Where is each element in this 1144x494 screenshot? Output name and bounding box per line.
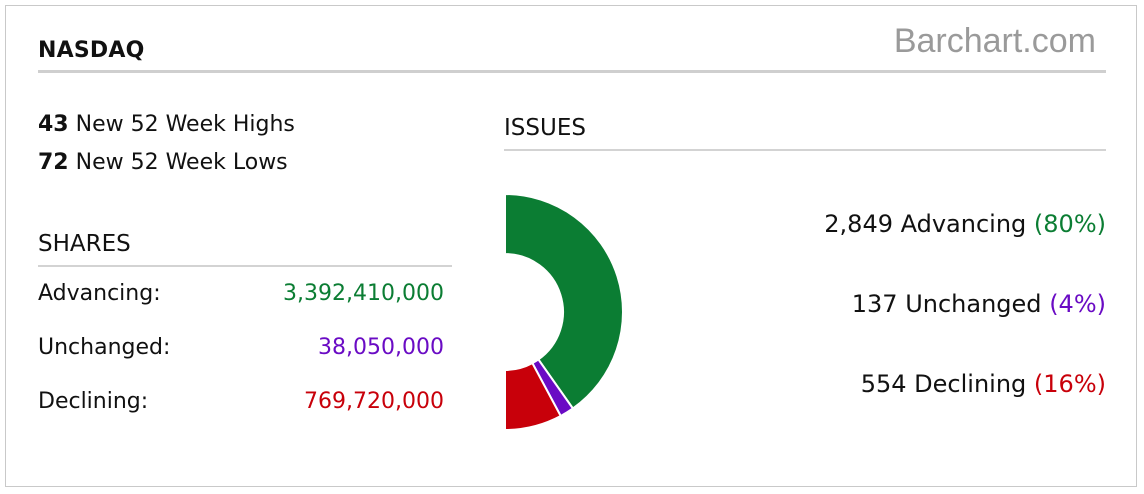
shares-label: Advancing: (38, 281, 161, 306)
issues-row-declining: 554 Declining (16%) (861, 370, 1106, 398)
shares-heading: SHARES (38, 231, 131, 257)
donut-slice-declining[interactable] (504, 361, 563, 432)
page-title: NASDAQ (38, 38, 145, 63)
title-divider (38, 70, 1106, 73)
shares-value: 38,050,000 (318, 335, 444, 360)
shares-label: Declining: (38, 389, 149, 414)
issues-count-label: 2,849 Advancing (824, 210, 1027, 238)
new-highs-line: 43 New 52 Week Highs (38, 112, 295, 137)
issues-pct-label: (4%) (1049, 290, 1106, 318)
issues-count-label: 137 Unchanged (851, 290, 1042, 318)
new-highs-count: 43 (38, 112, 69, 137)
issues-pct-label: (16%) (1033, 370, 1106, 398)
shares-row-declining: Declining: 769,720,000 (38, 389, 444, 419)
shares-value: 3,392,410,000 (283, 281, 444, 306)
shares-divider (38, 265, 452, 267)
new-lows-label: New 52 Week Lows (75, 150, 288, 175)
shares-row-unchanged: Unchanged: 38,050,000 (38, 335, 444, 365)
new-lows-count: 72 (38, 150, 69, 175)
issues-pct-label: (80%) (1033, 210, 1106, 238)
shares-row-advancing: Advancing: 3,392,410,000 (38, 281, 444, 311)
new-lows-line: 72 New 52 Week Lows (38, 150, 288, 175)
issues-heading: ISSUES (504, 115, 586, 141)
issues-count-label: 554 Declining (860, 370, 1027, 398)
issues-row-advancing: 2,849 Advancing (80%) (824, 210, 1106, 238)
new-highs-label: New 52 Week Highs (75, 112, 295, 137)
issues-divider (504, 149, 1106, 151)
market-breadth-card (5, 5, 1137, 487)
shares-label: Unchanged: (38, 335, 171, 360)
brand-logo[interactable]: Barchart.com (893, 22, 1096, 60)
shares-value: 769,720,000 (304, 389, 444, 414)
issues-row-unchanged: 137 Unchanged (4%) (852, 290, 1106, 318)
donut-slice-advancing[interactable] (504, 192, 624, 410)
